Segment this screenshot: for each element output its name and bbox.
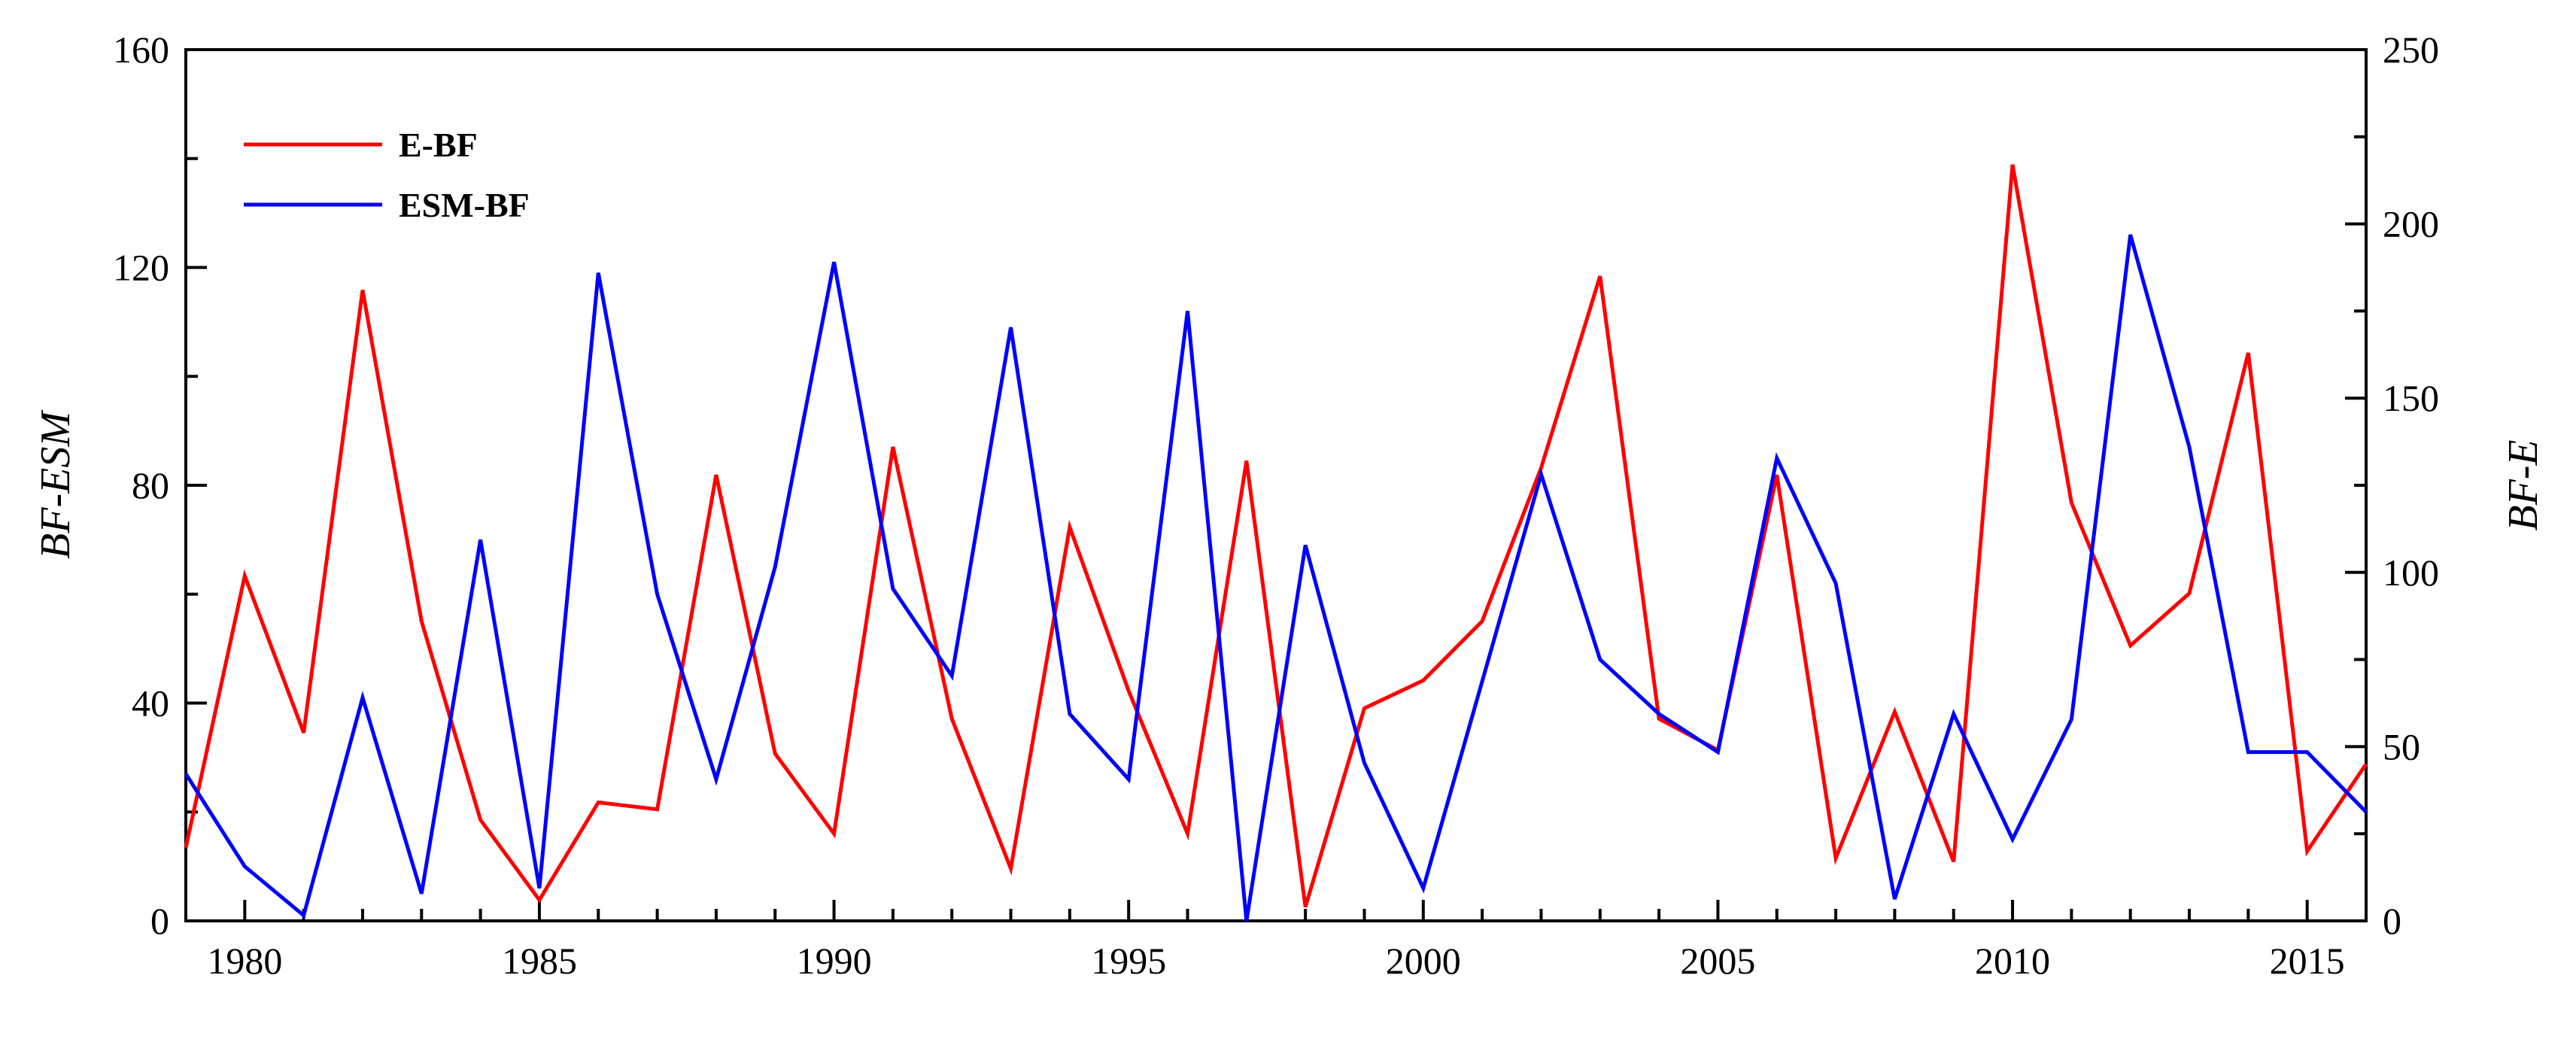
right-tick-label: 200 xyxy=(2383,203,2439,245)
series-line xyxy=(184,164,2368,908)
data-point xyxy=(1599,275,1601,277)
data-point xyxy=(1953,861,1955,862)
data-point xyxy=(185,773,187,775)
x-tick-label: 2005 xyxy=(1680,940,1755,982)
left-tick-label: 120 xyxy=(113,247,169,289)
x-tick-label: 2010 xyxy=(1975,940,2050,982)
data-point xyxy=(597,272,599,274)
data-point xyxy=(2189,446,2190,448)
legend-label: E-BF xyxy=(399,126,478,164)
left-axis-title: BF-ESM xyxy=(32,409,79,559)
data-point xyxy=(774,753,776,755)
data-point xyxy=(1363,707,1365,709)
axis-titles: BF-ESM BF-E xyxy=(32,409,2547,559)
data-point xyxy=(1363,762,1365,764)
right-tick-label: 0 xyxy=(2383,900,2401,942)
data-point xyxy=(303,732,305,734)
data-point xyxy=(1953,713,1955,715)
left-tick-label: 160 xyxy=(113,29,169,71)
data-point xyxy=(421,893,422,895)
data-point xyxy=(2189,593,2190,594)
data-point xyxy=(1246,920,1247,922)
data-point xyxy=(1481,681,1483,682)
left-y-axis: 0 40 80 120 160 xyxy=(113,29,207,942)
legend: E-BF ESM-BF xyxy=(244,126,530,224)
data-point xyxy=(1658,718,1660,719)
data-point xyxy=(1069,713,1071,715)
data-point xyxy=(2012,838,2013,840)
data-point xyxy=(303,915,305,916)
data-point xyxy=(1894,898,1895,900)
right-tick-label: 150 xyxy=(2383,377,2439,419)
data-point xyxy=(1540,467,1542,469)
x-tick-label: 1985 xyxy=(502,940,577,982)
plot-border xyxy=(184,48,2368,922)
data-point xyxy=(1010,327,1012,328)
data-point xyxy=(2365,811,2367,813)
data-point xyxy=(2012,164,2013,166)
data-point xyxy=(185,847,187,849)
series-layer xyxy=(184,164,2368,922)
left-tick-label: 80 xyxy=(132,464,169,506)
data-point xyxy=(362,697,363,698)
series-line xyxy=(184,234,2368,922)
left-tick-label: 0 xyxy=(150,900,169,942)
data-point xyxy=(1776,457,1778,459)
right-tick-label: 50 xyxy=(2383,725,2420,767)
series-esm-bf xyxy=(184,234,2368,922)
data-point xyxy=(892,588,894,590)
x-tick-label: 1980 xyxy=(207,940,282,982)
data-point xyxy=(2070,718,2072,720)
legend-label: ESM-BF xyxy=(399,186,530,224)
right-axis-title: BF-E xyxy=(2500,439,2547,530)
data-point xyxy=(892,446,894,448)
data-point xyxy=(1010,868,1012,870)
right-tick-label: 250 xyxy=(2383,29,2439,71)
left-tick-label: 40 xyxy=(132,682,169,725)
data-point xyxy=(1658,713,1660,715)
plot-frame xyxy=(184,48,2368,922)
data-point xyxy=(2247,352,2249,354)
data-point xyxy=(480,819,481,821)
x-tick-label: 1990 xyxy=(797,940,872,982)
series-e-bf xyxy=(184,164,2368,908)
data-point xyxy=(597,802,599,804)
x-tick-label: 2015 xyxy=(2270,940,2345,982)
x-tick-label: 2000 xyxy=(1386,940,1461,982)
data-point xyxy=(1540,474,1542,475)
right-tick-label: 100 xyxy=(2383,551,2439,594)
data-point xyxy=(657,809,658,810)
data-point xyxy=(480,539,481,540)
data-point xyxy=(1246,460,1247,462)
right-y-axis: 0 50 100 150 200 250 xyxy=(2345,29,2439,942)
data-point xyxy=(1599,659,1601,661)
x-tick-label: 1995 xyxy=(1091,940,1166,982)
x-axis: 1980 1985 1990 1995 2000 2005 2010 2015 xyxy=(184,900,2368,982)
